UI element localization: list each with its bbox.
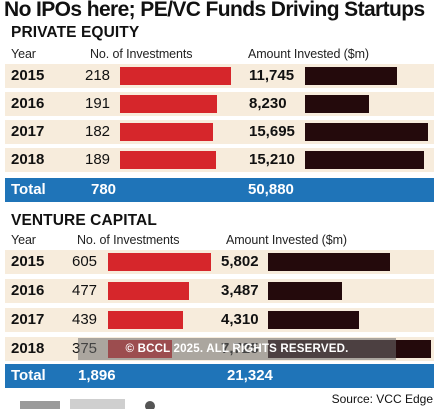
- vc-total-row: Total 1,896 21,324: [5, 364, 434, 388]
- vc-amount-bar: [268, 311, 359, 329]
- pe-investments-value: 189: [85, 151, 111, 168]
- pe-investments-bar: [120, 67, 231, 85]
- decorative-image-strip: [20, 399, 155, 409]
- source-note: Source: VCC Edge: [331, 392, 433, 406]
- pe-row-2017: 2017 182 15,695: [5, 120, 434, 144]
- pe-amount-bar: [305, 123, 428, 141]
- pe-year-label: 2017: [11, 123, 45, 140]
- pe-col-amount: Amount Invested ($m): [248, 47, 369, 61]
- vc-year-label: 2018: [11, 340, 45, 357]
- pe-total-amount: 50,880: [248, 181, 294, 198]
- vc-col-year: Year: [11, 233, 36, 247]
- pe-year-label: 2015: [11, 67, 45, 84]
- vc-year-label: 2016: [11, 282, 45, 299]
- vc-investments-value: 439: [72, 311, 98, 328]
- vc-amount-value: 5,802: [221, 253, 259, 270]
- pe-section-title: PRIVATE EQUITY: [11, 24, 140, 41]
- pe-amount-value: 8,230: [249, 95, 287, 112]
- vc-investments-bar: [108, 311, 183, 329]
- vc-total-investments: 1,896: [78, 367, 116, 384]
- pe-investments-value: 218: [85, 67, 111, 84]
- pe-row-2015: 2015 218 11,745: [5, 64, 434, 88]
- pe-year-label: 2016: [11, 95, 45, 112]
- pe-row-2018: 2018 189 15,210: [5, 148, 434, 172]
- vc-row-2016: 2016 477 3,487: [5, 279, 434, 303]
- vc-row-2017: 2017 439 4,310: [5, 308, 434, 332]
- pe-amount-value: 15,695: [249, 123, 295, 140]
- vc-investments-value: 477: [72, 282, 98, 299]
- vc-year-label: 2015: [11, 253, 45, 270]
- pe-row-2016: 2016 191 8,230: [5, 92, 434, 116]
- copyright-watermark: © BCCL 2025. ALL RIGHTS RESERVED.: [78, 338, 396, 360]
- vc-amount-value: 4,310: [221, 311, 259, 328]
- pe-total-label: Total: [11, 181, 46, 198]
- pe-year-label: 2018: [11, 151, 45, 168]
- pe-investments-bar: [120, 123, 213, 141]
- pe-investments-bar: [120, 95, 218, 113]
- pe-investments-value: 191: [85, 95, 111, 112]
- pe-amount-bar: [305, 95, 370, 113]
- vc-amount-bar: [268, 253, 391, 271]
- vc-investments-bar: [108, 282, 190, 300]
- pe-investments-bar: [120, 151, 217, 169]
- pe-amount-value: 11,745: [249, 67, 295, 84]
- vc-total-label: Total: [11, 367, 46, 384]
- vc-amount-bar: [268, 282, 342, 300]
- pe-col-year: Year: [11, 47, 36, 61]
- pe-investments-value: 182: [85, 123, 111, 140]
- vc-total-amount: 21,324: [227, 367, 273, 384]
- vc-investments-bar: [108, 253, 211, 271]
- vc-year-label: 2017: [11, 311, 45, 328]
- vc-section-title: VENTURE CAPITAL: [11, 212, 157, 229]
- pe-amount-bar: [305, 151, 425, 169]
- vc-col-investments: No. of Investments: [77, 233, 180, 247]
- pe-total-row: Total 780 50,880: [5, 178, 434, 202]
- pe-total-investments: 780: [91, 181, 117, 198]
- pe-col-investments: No. of Investments: [90, 47, 193, 61]
- vc-col-amount: Amount Invested ($m): [226, 233, 347, 247]
- pe-amount-bar: [305, 67, 398, 85]
- vc-row-2015: 2015 605 5,802: [5, 250, 434, 274]
- vc-investments-value: 605: [72, 253, 98, 270]
- pe-amount-value: 15,210: [249, 151, 295, 168]
- vc-amount-value: 3,487: [221, 282, 259, 299]
- chart-title: No IPOs here; PE/VC Funds Driving Startu…: [4, 0, 425, 21]
